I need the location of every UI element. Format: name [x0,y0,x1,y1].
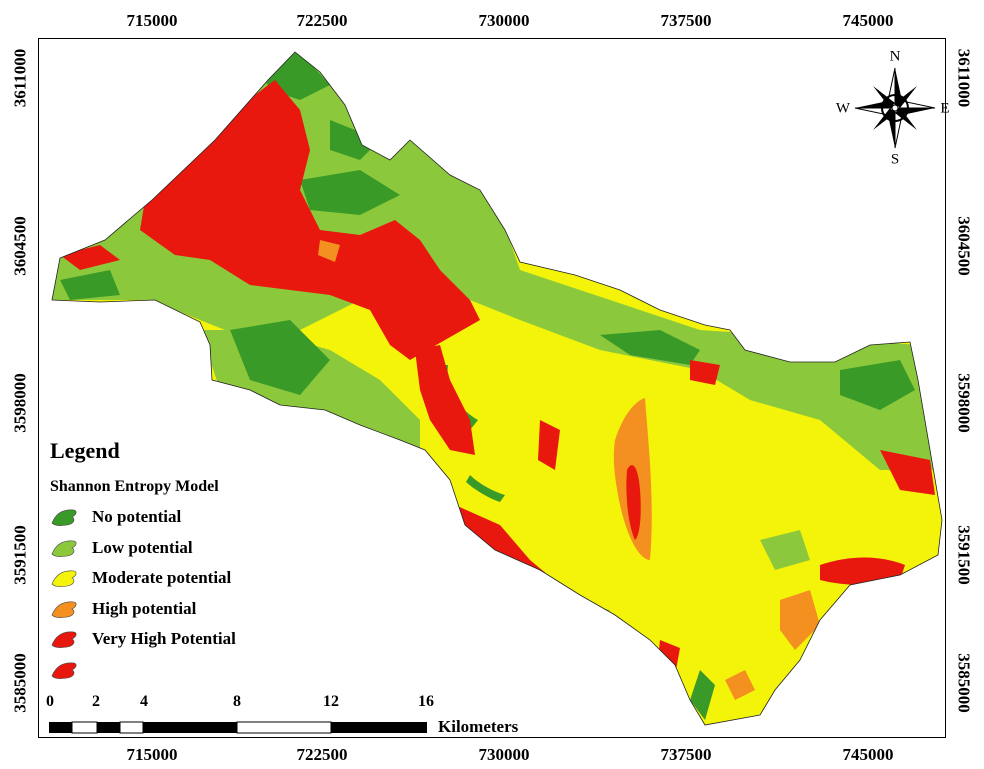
scale-segment [97,722,120,733]
scale-segment [331,722,427,733]
legend-item: No potential [50,502,330,533]
legend-label: No potential [92,507,182,527]
x-tick-bottom: 737500 [660,745,712,764]
scale-label: 0 [46,693,54,710]
scale-segment [71,721,98,734]
legend-label: Low potential [92,537,193,557]
legend-label: High potential [92,598,197,618]
legend-item: Low potential [50,533,330,564]
legend-items: No potential Low potential Moderate pote… [50,502,330,685]
legend: Legend Shannon Entropy Model No potentia… [50,438,330,685]
no-potential-area [600,330,700,365]
high-potential-area [318,240,340,262]
legend-swatch [51,509,77,527]
scale-label: 12 [323,693,339,710]
legend-swatch [51,662,77,679]
legend-swatch [51,570,77,588]
x-tick-bottom: 745000 [842,745,894,764]
legend-subtitle: Shannon Entropy Model [50,478,219,495]
no-potential-area [466,475,505,502]
legend-item: High potential [50,594,330,625]
legend-label: Moderate potential [92,568,232,588]
x-tick-top: 730000 [478,11,530,30]
x-tick-top: 737500 [660,11,712,30]
high-potential-area [725,670,755,700]
compass-letter-e: E [940,100,950,117]
scale-label: 16 [418,693,434,710]
low-potential-area [760,530,810,570]
legend-label: Very High Potential [92,629,236,649]
scale-label: 8 [233,693,241,710]
legend-title: Legend [50,438,120,463]
legend-swatch [51,631,77,649]
very-high-potential-area [140,80,480,360]
no-potential-area [690,670,715,720]
legend-item: Very High Potential [50,624,330,655]
compass-rose-icon [854,67,936,149]
scale-segment [143,722,237,733]
scale-bar [49,721,427,734]
scale-segment [236,721,332,734]
scale-unit-label: Kilometers [438,717,519,736]
scale-label: 2 [92,693,100,710]
very-high-potential-area [690,360,720,385]
x-tick-top: 715000 [126,11,178,30]
no-potential-area [300,170,400,215]
no-potential-area [230,320,330,395]
x-tick-bottom: 722500 [296,745,348,764]
legend-item [50,655,330,686]
x-tick-bottom: 730000 [478,745,530,764]
scale-segment [49,722,72,733]
no-potential-area [330,120,380,160]
x-tick-bottom: 715000 [126,745,178,764]
very-high-potential-area [538,420,560,470]
compass-letter-w: W [835,100,851,117]
high-potential-area [780,590,820,650]
no-potential-area [840,360,915,410]
very-high-potential-area [415,345,475,455]
legend-item: Moderate potential [50,563,330,594]
very-high-potential-area [626,465,641,540]
scale-segment [119,721,144,734]
x-tick-top: 745000 [842,11,894,30]
very-high-potential-area [880,450,935,495]
very-high-potential-area [820,557,905,585]
legend-swatch [51,601,77,618]
no-potential-area [60,270,120,300]
basin-boundary [51,51,943,726]
map-frame [38,38,946,738]
compass-letter-n: N [889,48,901,65]
legend-swatch [51,540,77,557]
x-tick-top: 722500 [296,11,348,30]
compass-letter-s: S [890,151,900,168]
scale-label: 4 [140,693,148,710]
